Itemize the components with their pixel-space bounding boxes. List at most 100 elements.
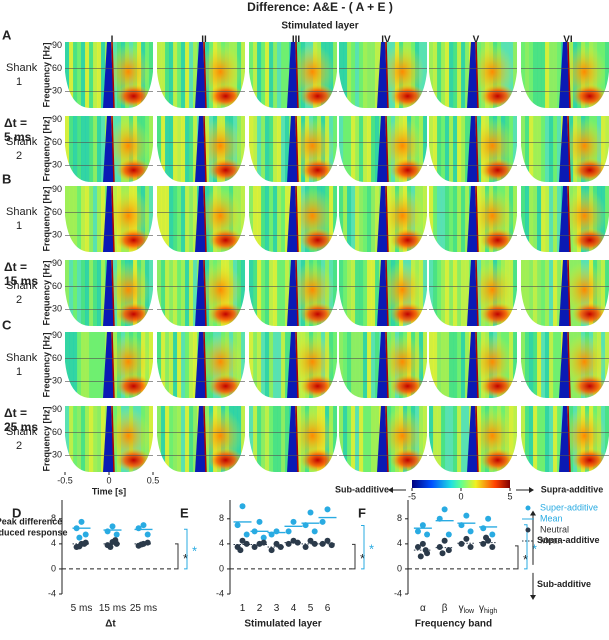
- data-point: [135, 525, 142, 532]
- heatmap-strip: [549, 116, 554, 182]
- data-point: [113, 531, 120, 538]
- heatmap-edge: [203, 42, 207, 108]
- heatmap: [157, 260, 245, 326]
- heatmap-body: [429, 116, 517, 182]
- coi-mask: [311, 71, 337, 108]
- panel-label: E: [180, 505, 189, 520]
- data-point: [256, 518, 263, 525]
- x-tick-label: 15 ms: [99, 603, 126, 614]
- coi-mask: [127, 361, 153, 398]
- heatmap-body: [521, 42, 609, 108]
- shank-label: 1: [16, 76, 22, 88]
- heatmap-strip: [423, 332, 427, 398]
- heatmap-edge: [567, 42, 571, 108]
- heatmap-edge: [203, 260, 207, 326]
- heatmap-strip: [189, 332, 194, 398]
- heatmap-strip: [445, 332, 450, 398]
- heatmap-strip: [161, 406, 166, 472]
- heatmap-strip: [173, 332, 178, 398]
- heatmap-strip: [525, 406, 530, 472]
- heatmap-edge: [203, 116, 207, 182]
- heatmap-strip: [189, 186, 194, 252]
- coi-mask: [311, 361, 337, 398]
- shank-label: 1: [16, 220, 22, 232]
- coi-mask: [127, 435, 153, 472]
- heatmap-strip: [465, 406, 470, 472]
- coi-mask: [429, 215, 455, 252]
- figure-title: Difference: A&E - ( A + E ): [247, 0, 393, 14]
- coi-mask: [491, 435, 517, 472]
- coi-mask: [583, 215, 609, 252]
- coi-mask: [65, 145, 91, 182]
- category: 3: [274, 603, 280, 614]
- coi-mask: [65, 289, 91, 326]
- heatmap-strip: [161, 42, 166, 108]
- heatmap-strip: [549, 260, 554, 326]
- heatmap-strip: [429, 42, 434, 108]
- heatmap-strip: [253, 116, 258, 182]
- data-point: [251, 544, 258, 550]
- heatmap-strip: [261, 186, 266, 252]
- heatmap-strip: [177, 42, 182, 108]
- heatmap-strip: [553, 406, 558, 472]
- significance: *: [183, 551, 188, 566]
- heatmap-strip: [269, 186, 274, 252]
- heatmap: [521, 406, 609, 472]
- heatmap-strip: [77, 406, 82, 472]
- heatmap-strip: [93, 406, 98, 472]
- data-point: [107, 544, 114, 550]
- heatmap-strip: [265, 42, 270, 108]
- heatmap-strip: [265, 186, 270, 252]
- y-tick-label: -4: [394, 588, 402, 598]
- coi-mask: [339, 145, 365, 182]
- data-point: [76, 534, 83, 541]
- heatmap-strip: [149, 116, 153, 182]
- heatmap-strip: [185, 260, 190, 326]
- heatmap-strip: [177, 332, 182, 398]
- heatmap-body: [157, 42, 245, 108]
- heatmap-edge: [111, 260, 115, 326]
- coi-mask: [339, 215, 365, 252]
- coi-mask: [583, 289, 609, 326]
- heatmap-edge: [295, 186, 299, 252]
- shank-label: Shank: [6, 280, 38, 292]
- coi-mask: [249, 215, 275, 252]
- heatmap-strip: [273, 186, 278, 252]
- category: 25 ms: [130, 603, 157, 614]
- heatmap-strip: [433, 260, 438, 326]
- data-point: [422, 547, 429, 554]
- coi-mask: [401, 71, 427, 108]
- heatmap-strip: [93, 332, 98, 398]
- coi-mask: [491, 71, 517, 108]
- panel-label: F: [358, 505, 366, 520]
- heatmap: [521, 116, 609, 182]
- heatmap-strip: [333, 332, 337, 398]
- heatmap-strip: [65, 42, 70, 108]
- data-point: [414, 528, 421, 535]
- heatmap-strip: [165, 260, 170, 326]
- heatmap-strip: [343, 260, 348, 326]
- heatmap-edge: [385, 116, 389, 182]
- coi-mask: [249, 145, 275, 182]
- category: 4: [291, 603, 297, 614]
- heatmap-strip: [537, 332, 542, 398]
- y-tick-label: 60: [52, 207, 62, 217]
- heatmap-strip: [429, 406, 434, 472]
- heatmap-strip: [433, 186, 438, 252]
- heatmap-strip: [363, 116, 368, 182]
- heatmap-strip: [277, 42, 282, 108]
- heatmap-strip: [371, 186, 376, 252]
- heatmap-strip: [363, 332, 368, 398]
- side-label: Supra-additive: [537, 535, 600, 545]
- heatmap-strip: [541, 186, 546, 252]
- side-label: Sub-additive: [537, 579, 591, 589]
- data-point: [467, 528, 474, 535]
- heatmap-strip: [521, 260, 526, 326]
- heatmap-strip: [445, 42, 450, 108]
- heatmap-strip: [529, 42, 534, 108]
- heatmap-strip: [249, 116, 254, 182]
- heatmap-strip: [553, 186, 558, 252]
- category: β: [442, 603, 448, 614]
- y-tick-label: 30: [52, 376, 62, 386]
- heatmap-strip: [521, 186, 526, 252]
